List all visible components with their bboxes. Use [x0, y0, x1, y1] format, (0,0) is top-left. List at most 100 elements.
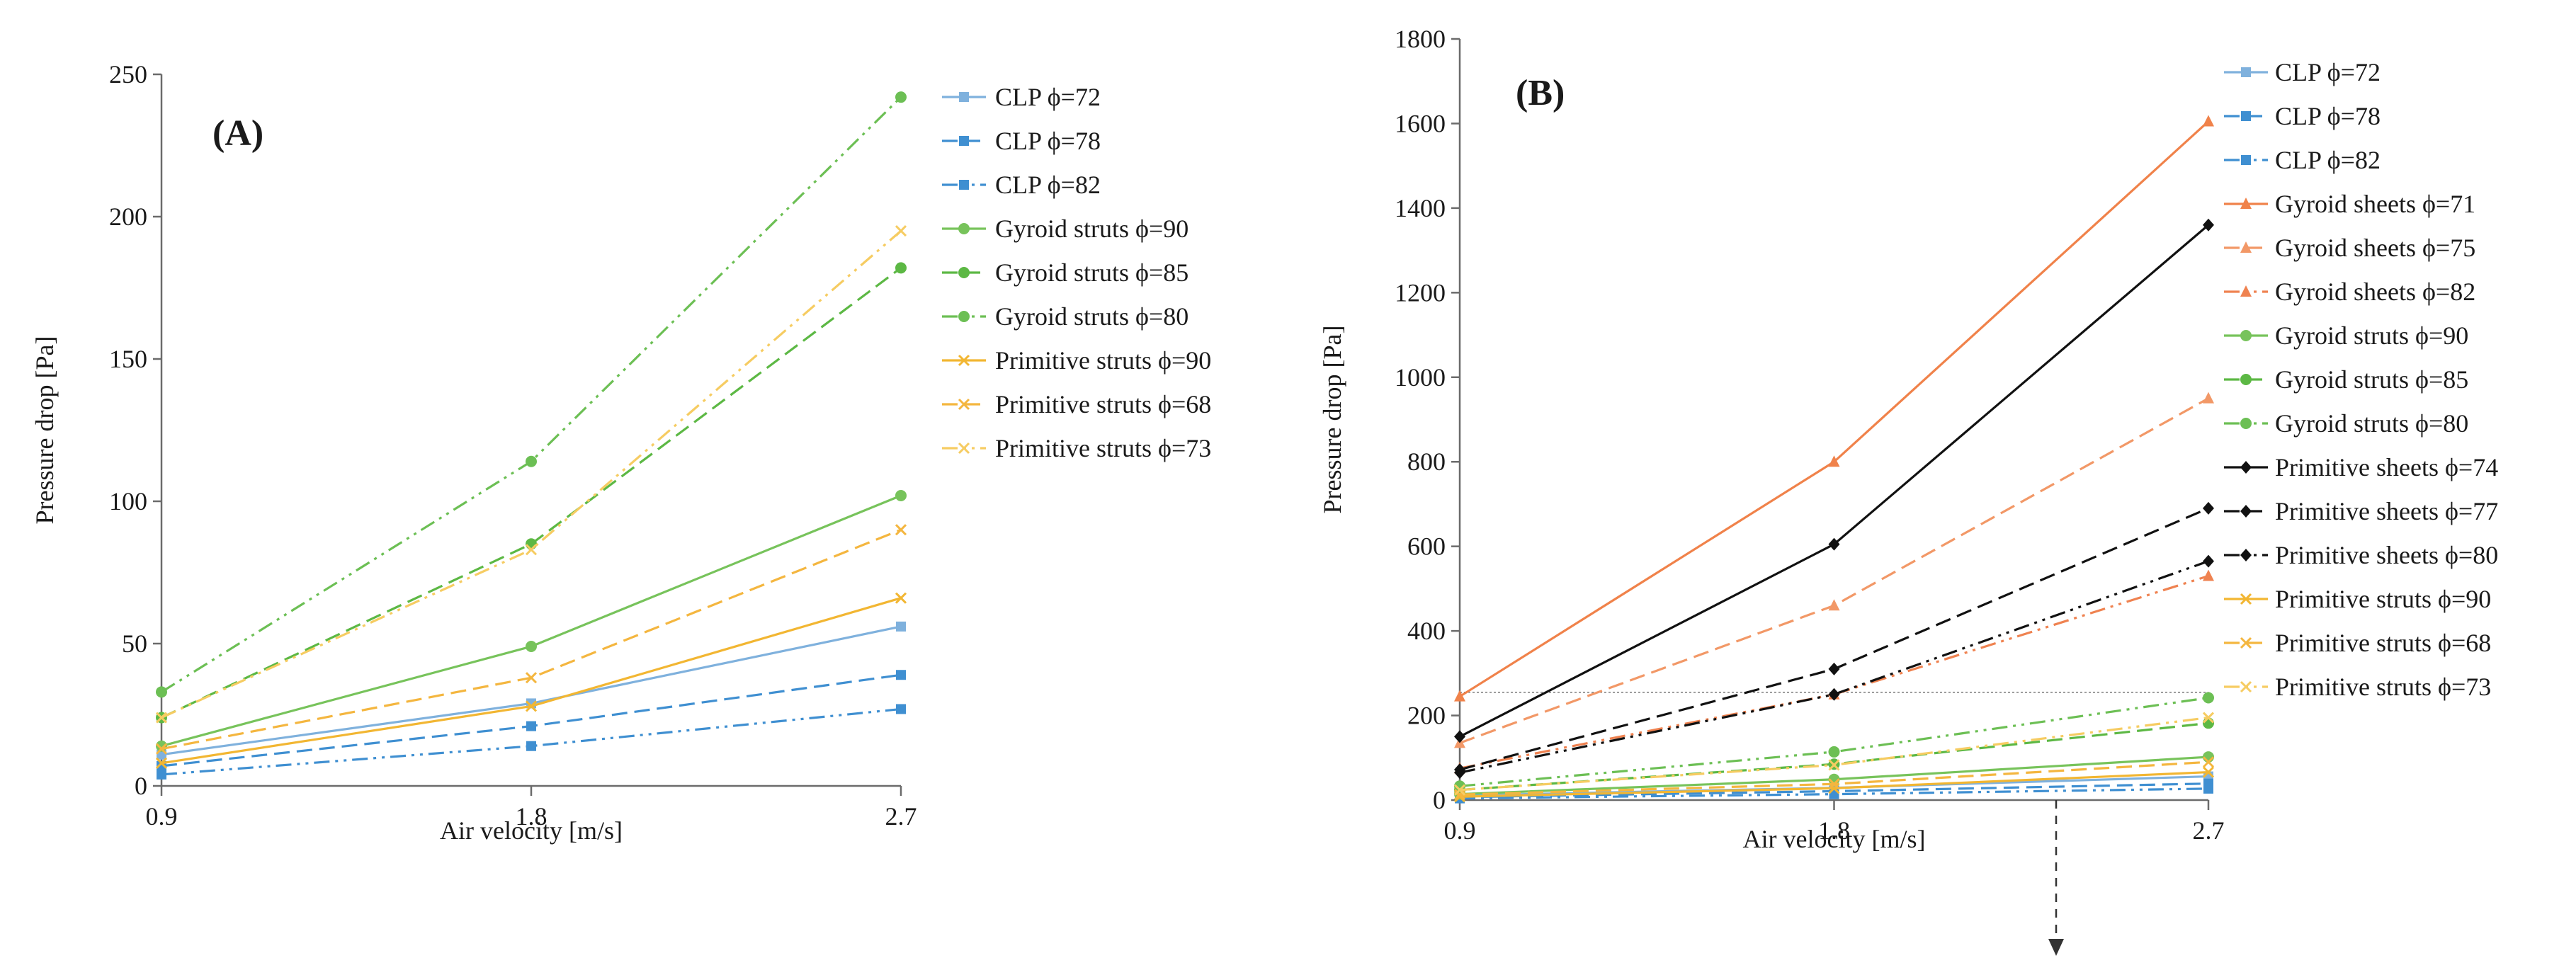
legend-entry: Primitive struts ϕ=68 [2224, 629, 2491, 657]
legend-label: Primitive struts ϕ=73 [2275, 673, 2491, 701]
chart-panel-a: (A) 0 50 100 150 200 250 0.9 1.8 2.7 Air velocity… [30, 60, 1211, 845]
legend-swatch-marker [2240, 461, 2252, 474]
data-point [895, 489, 907, 501]
legend-label: Primitive sheets ϕ=77 [2275, 497, 2498, 525]
legend-label: CLP ϕ=82 [995, 171, 1101, 199]
y-axis-title: Pressure drop [Pa] [30, 336, 59, 525]
y-tick-label: 0 [135, 772, 147, 800]
x-axis-title: Air velocity [m/s] [1743, 825, 1926, 853]
data-point [2203, 218, 2214, 232]
legend: CLP ϕ=72 CLP ϕ=78 CLP ϕ=82 Gyroid sheets ϕ=… [2224, 58, 2498, 701]
legend-swatch-marker [2241, 155, 2251, 165]
data-point [2203, 501, 2214, 515]
data-point [1828, 759, 1840, 771]
legend-label: CLP ϕ=78 [2275, 102, 2381, 130]
data-point [155, 757, 168, 769]
legend-entry: Primitive sheets ϕ=74 [2224, 453, 2498, 481]
data-point [526, 455, 537, 467]
data-point [895, 592, 907, 604]
series-line [161, 494, 902, 748]
legend-entry: Gyroid struts ϕ=90 [2224, 321, 2468, 350]
data-point [1828, 599, 1840, 611]
series-line [161, 96, 902, 693]
legend: CLP ϕ=72 CLP ϕ=78 CLP ϕ=82 Gyroid struts ϕ=… [942, 83, 1211, 462]
y-tick-label: 150 [109, 345, 147, 373]
data-point [1828, 455, 1840, 467]
series-gyroid-sheets-phi-71 [1454, 115, 2214, 702]
y-tick-label: 1600 [1395, 109, 1446, 137]
legend-entry: Primitive struts ϕ=90 [942, 346, 1211, 375]
data-point [526, 538, 537, 550]
legend-label: Gyroid struts ϕ=80 [2275, 409, 2468, 438]
legend-swatch-marker [958, 311, 970, 322]
legend-entry: Gyroid sheets ϕ=82 [2224, 278, 2475, 306]
y-tick-label: 800 [1407, 447, 1446, 476]
legend-swatch-marker [2240, 330, 2252, 341]
data-point [2203, 692, 2214, 704]
series-primitive-struts-phi-73 [1453, 712, 2215, 796]
x-tick-label: 2.7 [2193, 816, 2225, 845]
legend-entry: Gyroid struts ϕ=80 [942, 302, 1188, 331]
data-point [895, 262, 907, 274]
legend-label: Primitive sheets ϕ=74 [2275, 453, 2498, 481]
series-primitive-sheets-phi-74 [1454, 218, 2214, 743]
data-point [2202, 766, 2215, 778]
legend-entry: CLP ϕ=72 [2224, 58, 2381, 86]
x-tick-label: 2.7 [885, 802, 917, 831]
legend-swatch-marker [958, 354, 970, 367]
data-point [525, 544, 538, 556]
data-point [2203, 783, 2213, 794]
x-tick-label: 0.9 [146, 802, 178, 831]
data-point [1828, 778, 1840, 790]
legend-label: Gyroid sheets ϕ=75 [2275, 234, 2475, 262]
data-point [896, 621, 906, 632]
legend-swatch-marker [2241, 111, 2251, 121]
data-point [1454, 766, 1465, 780]
x-axis-title: Air velocity [m/s] [440, 816, 623, 845]
legend-swatch-marker [2240, 637, 2252, 649]
y-tick-label: 400 [1407, 617, 1446, 645]
data-point [896, 704, 906, 714]
data-point [1828, 687, 1840, 701]
legend-entry: Primitive sheets ϕ=77 [2224, 497, 2498, 525]
legend-label: Gyroid struts ϕ=80 [995, 302, 1188, 331]
data-point [895, 91, 907, 103]
legend-swatch-marker [2240, 241, 2252, 253]
data-point [896, 670, 906, 680]
series-line [1459, 696, 2209, 787]
legend-label: Gyroid struts ϕ=90 [2275, 321, 2468, 350]
legend-entry: Gyroid sheets ϕ=75 [2224, 234, 2475, 262]
data-point [2202, 712, 2215, 724]
legend-swatch-marker [2240, 285, 2252, 297]
legend-label: Gyroid struts ϕ=85 [2275, 365, 2468, 394]
data-point [1828, 662, 1840, 675]
series-primitive-sheets-phi-80 [1454, 554, 2214, 780]
arrow-head [2048, 939, 2064, 956]
legend-entry: Gyroid sheets ϕ=71 [2224, 190, 2475, 218]
legend-entry: Gyroid struts ϕ=85 [2224, 365, 2468, 394]
legend-swatch-marker [959, 92, 969, 102]
legend-label: Gyroid struts ϕ=90 [995, 215, 1188, 243]
y-tick-label: 250 [109, 60, 147, 89]
data-point [525, 700, 538, 712]
y-tick-label: 1000 [1395, 363, 1446, 392]
legend-entry: Gyroid struts ϕ=80 [2224, 409, 2468, 438]
series-line [1459, 224, 2210, 738]
legend-entry: Primitive sheets ϕ=80 [2224, 541, 2498, 569]
data-point [156, 686, 167, 698]
series-line [1459, 574, 2209, 770]
chart-panel-b: (B) 0 200 400 600 800 1000 1200 1400 1600 1800 0.9… [1318, 25, 2498, 956]
legend-swatch-marker [958, 398, 970, 411]
legend-swatch-marker [959, 136, 969, 146]
legend-label: Primitive struts ϕ=90 [995, 346, 1211, 375]
data-point [2203, 569, 2214, 581]
series-primitive-struts-phi-68 [1453, 756, 2215, 801]
x-tick-label: 0.9 [1444, 816, 1476, 845]
series-gyroid-struts-phi-80 [156, 91, 907, 698]
legend-swatch-marker [2240, 198, 2252, 209]
y-tick-label: 1200 [1395, 278, 1446, 307]
y-tick-label: 50 [122, 629, 147, 658]
data-point [2202, 756, 2215, 768]
legend-entry: CLP ϕ=78 [942, 127, 1101, 155]
legend-entry: Primitive struts ϕ=90 [2224, 585, 2491, 613]
